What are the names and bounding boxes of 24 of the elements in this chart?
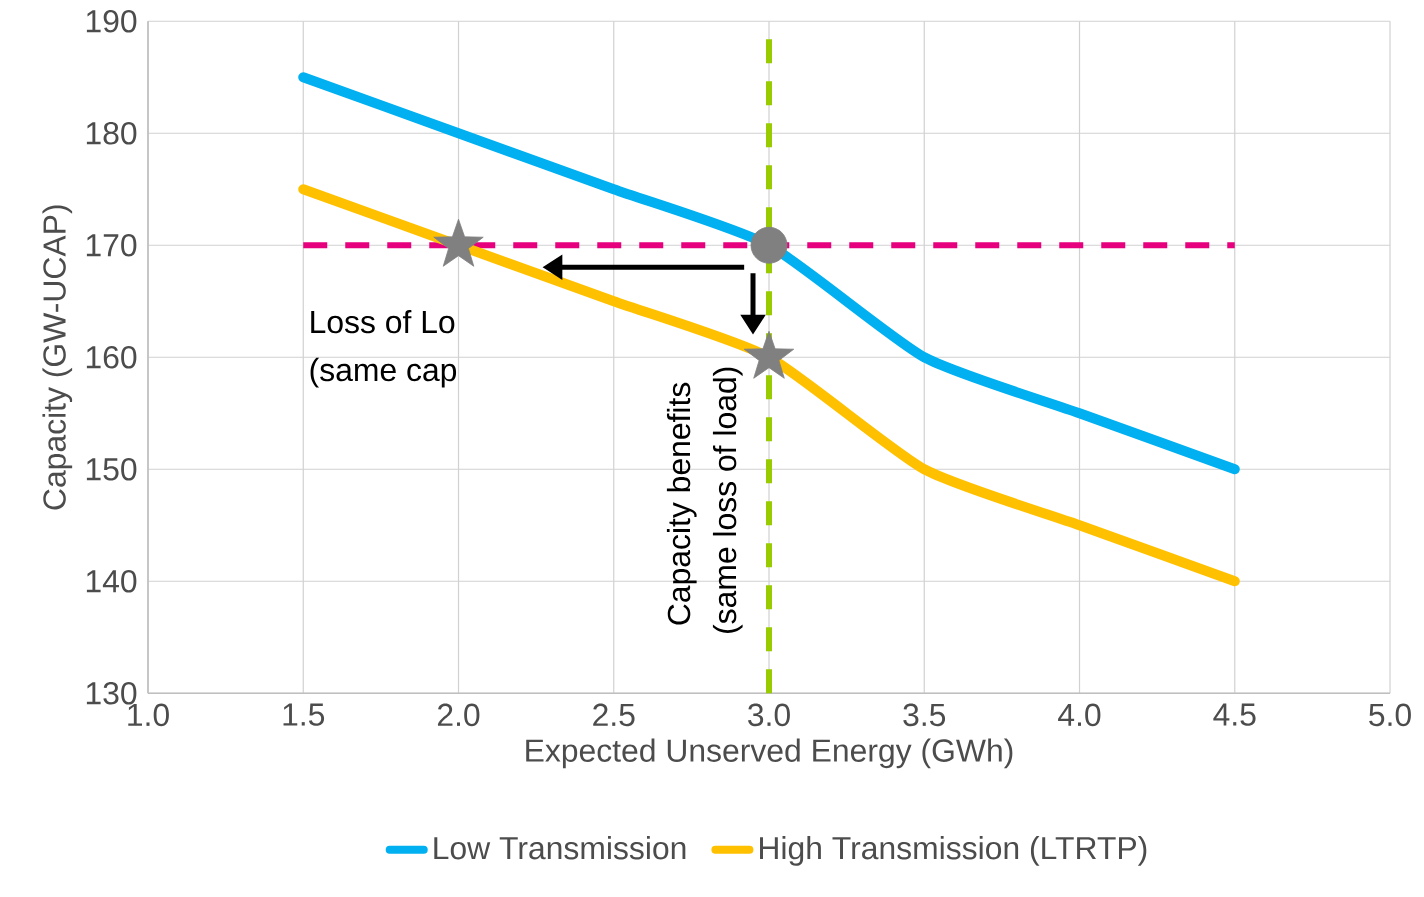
y-tick-label: 160 — [86, 345, 137, 369]
x-tick-label: 3.5 — [903, 703, 946, 727]
y-tick-label: 130 — [86, 681, 137, 705]
annotation: (same cap — [310, 357, 457, 388]
legend-label: High Transmission (LTRTP) — [760, 835, 1147, 866]
x-tick-label: 2.5 — [593, 703, 635, 727]
y-tick-label: 140 — [86, 569, 137, 593]
x-tick-label: 3.0 — [748, 703, 790, 727]
y-tick-label: 150 — [86, 457, 137, 481]
y-tick-label: 170 — [86, 233, 137, 257]
x-tick-label: 4.0 — [1058, 703, 1101, 727]
y-tick-label: 180 — [86, 121, 137, 145]
x-tick-label: 2.0 — [437, 703, 480, 727]
x-tick-label: 1.0 — [128, 703, 169, 727]
x-tick-label: 1.5 — [283, 703, 325, 726]
x-axis-title: Expected Unserved Energy (GWh) — [526, 738, 1013, 769]
annotation: Capacity benefits — [666, 382, 697, 625]
annotation: (same loss of load) — [712, 367, 743, 633]
x-tick-label: 5.0 — [1369, 703, 1411, 727]
y-tick-label: 190 — [86, 9, 137, 33]
annotation: Loss of Lo — [311, 309, 455, 334]
legend-label: Low Transmission — [434, 835, 686, 860]
x-tick-label: 4.5 — [1213, 703, 1256, 726]
y-axis-title: Capacity (GW-UCAP) — [42, 205, 73, 510]
